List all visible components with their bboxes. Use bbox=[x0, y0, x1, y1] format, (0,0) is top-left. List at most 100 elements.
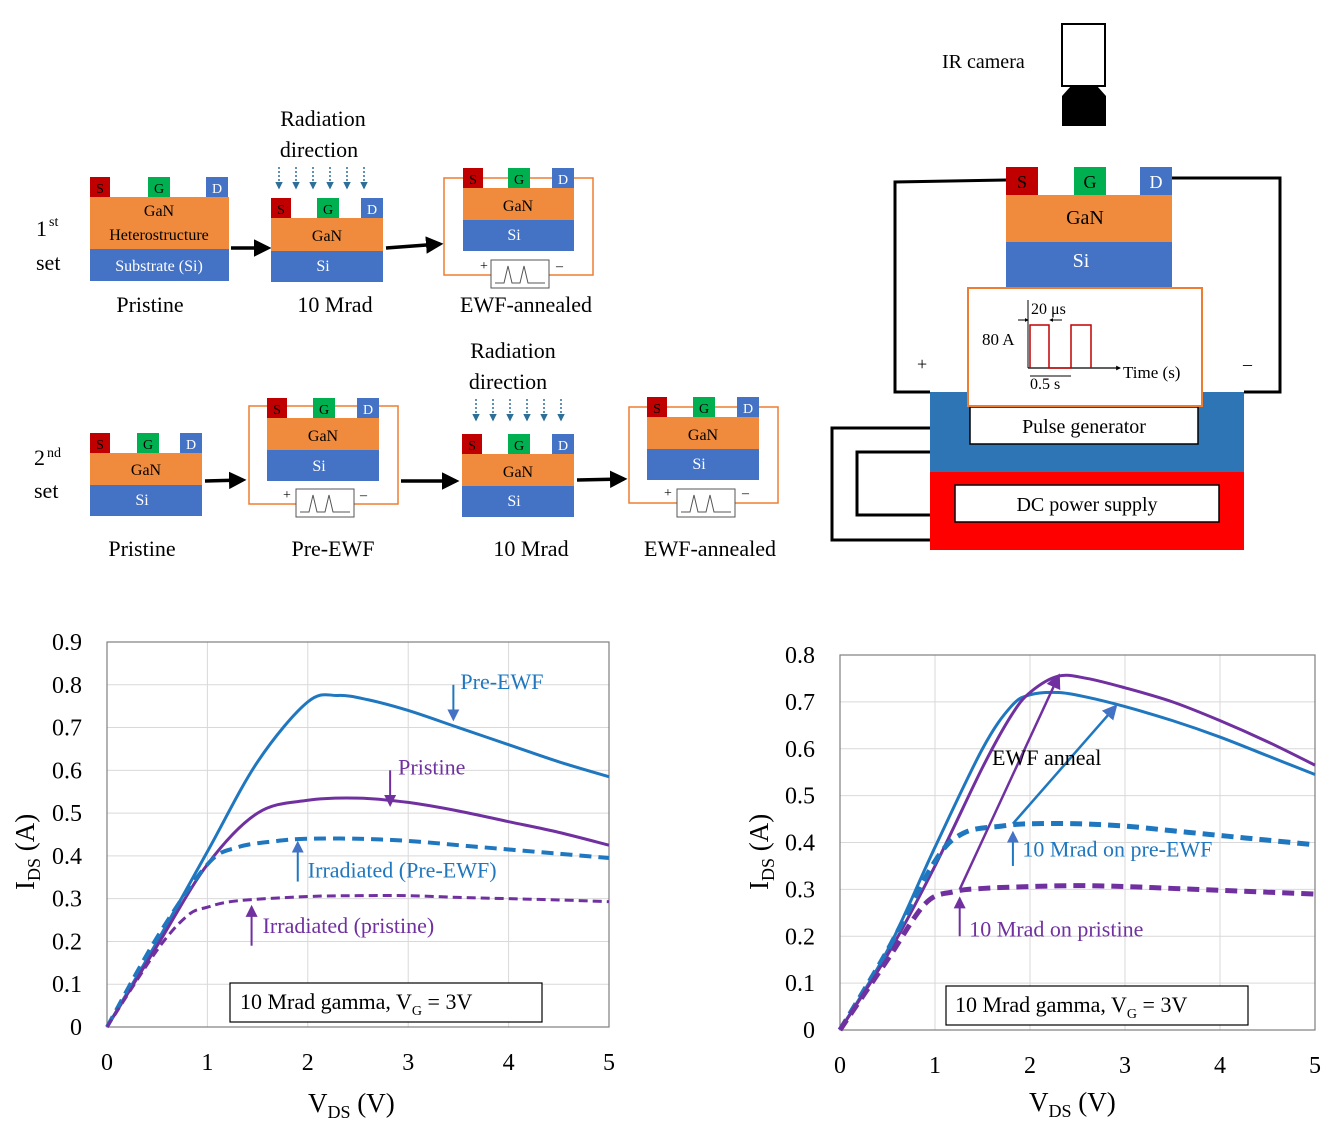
annotation-label: Pre-EWF bbox=[460, 669, 543, 694]
svg-text:10 Mrad gamma, VG = 3V: 10 Mrad gamma, VG = 3V bbox=[955, 992, 1187, 1022]
chart-right-annotations: EWF anneal 10 Mrad on pre-EWF 10 Mrad on p… bbox=[953, 673, 1212, 941]
set1-label-word: set bbox=[36, 250, 60, 275]
si-label: Si bbox=[507, 227, 521, 244]
y-tick-label: 0.1 bbox=[52, 972, 82, 998]
drain-label: D bbox=[367, 203, 377, 218]
chart-left-series bbox=[105, 693, 610, 1028]
legend-box-main: 10 Mrad gamma, V bbox=[240, 989, 412, 1014]
set1-radiation-line1: Radiation bbox=[280, 106, 366, 131]
x-tick-label: 2 bbox=[302, 1050, 314, 1076]
set2-label-word: set bbox=[34, 478, 58, 503]
y-tick-label: 0.5 bbox=[785, 784, 815, 810]
pulse-width-label: 20 μs bbox=[1031, 301, 1066, 318]
y-tick-label: 0.6 bbox=[785, 737, 815, 763]
annotation-label: 10 Mrad on pristine bbox=[969, 916, 1143, 941]
chart-left-grid bbox=[106, 641, 610, 1028]
set2-pristine-caption: Pristine bbox=[108, 536, 175, 561]
setup-drain-label: D bbox=[1150, 172, 1163, 192]
setup-plus: + bbox=[917, 354, 927, 374]
anneal-arrow-1 bbox=[1011, 704, 1118, 825]
set2-device-pre-ewf: S G D GaN Si + – bbox=[248, 398, 399, 518]
chart-right: 0 0.1 0.2 0.3 0.4 0.5 0.6 0.7 0.8 0 1 2 3 4 5 EWF ann… bbox=[744, 643, 1321, 1121]
chart-right-x-label: VDS (V) bbox=[1029, 1087, 1116, 1121]
set2-radiation-arrows bbox=[472, 399, 565, 422]
set1-arrow-2 bbox=[385, 236, 444, 254]
y-tick-label: 0.9 bbox=[52, 630, 82, 656]
drain-label: D bbox=[558, 173, 568, 188]
set1-device-ewf: S G D GaN Si + – bbox=[443, 168, 594, 289]
chart-right-x-ticks: 0 1 2 3 4 5 bbox=[834, 1053, 1321, 1079]
x-label-main: V bbox=[308, 1088, 328, 1118]
chart-right-y-ticks: 0 0.1 0.2 0.3 0.4 0.5 0.6 0.7 0.8 bbox=[785, 643, 815, 1044]
set1-radiation-line2: direction bbox=[280, 137, 358, 162]
period-label: 0.5 s bbox=[1030, 376, 1060, 393]
chart-right-plot-area bbox=[839, 654, 1316, 1031]
drain-label: D bbox=[186, 438, 196, 453]
set1-pristine-caption: Pristine bbox=[116, 292, 183, 317]
set2-10mrad-caption: 10 Mrad bbox=[493, 536, 568, 561]
drain-label: D bbox=[212, 182, 222, 197]
set2-label-num: 2 bbox=[34, 445, 45, 470]
y-label-main: I bbox=[10, 881, 40, 890]
annotation-label: Irradiated (Pre-EWF) bbox=[308, 857, 497, 882]
series-line-3 bbox=[105, 894, 610, 1028]
x-label-unit: (V) bbox=[1072, 1087, 1116, 1117]
y-label-main: I bbox=[744, 881, 774, 890]
annotation-label: Irradiated (pristine) bbox=[263, 913, 435, 938]
y-label-unit: (A) bbox=[744, 814, 774, 858]
plus-sign: + bbox=[664, 486, 672, 501]
y-tick-label: 0.5 bbox=[52, 801, 82, 827]
x-tick-label: 0 bbox=[834, 1053, 846, 1079]
chart-right-y-label: IDS (A) bbox=[744, 814, 778, 890]
y-tick-label: 0 bbox=[70, 1015, 82, 1041]
drain-label: D bbox=[363, 403, 373, 418]
set2-row: 2 nd set S G D GaN Si Pristine S G D bbox=[34, 338, 779, 561]
set2-radiation-line2: direction bbox=[469, 369, 547, 394]
set1-label-sup: st bbox=[49, 215, 58, 230]
ir-camera-label: IR camera bbox=[942, 51, 1025, 73]
legend-box-tail: = 3V bbox=[1137, 992, 1187, 1017]
set2-device-ewf: S G D GaN Si + – bbox=[628, 397, 779, 518]
chart-left-plot-area bbox=[106, 641, 610, 1028]
y-tick-label: 0.2 bbox=[785, 924, 815, 950]
minus-sign: – bbox=[741, 486, 750, 501]
x-tick-label: 3 bbox=[1119, 1053, 1131, 1079]
y-tick-label: 0.4 bbox=[52, 844, 82, 870]
gate-label: G bbox=[154, 182, 164, 197]
y-tick-label: 0.8 bbox=[785, 643, 815, 669]
y-tick-label: 0.3 bbox=[785, 877, 815, 903]
si-label: Si bbox=[316, 258, 330, 275]
set2-device-10mrad: S G D GaN Si bbox=[462, 434, 574, 517]
gate-label: G bbox=[319, 403, 329, 418]
si-label: Si bbox=[692, 456, 706, 473]
minus-sign: – bbox=[555, 259, 564, 274]
series-line-2 bbox=[837, 820, 1316, 1032]
substrate-label: Substrate (Si) bbox=[115, 258, 203, 275]
set2-radiation-line1: Radiation bbox=[470, 338, 556, 363]
y-tick-label: 0.4 bbox=[785, 831, 815, 857]
chart-right-legend-box: 10 Mrad gamma, VG = 3V bbox=[945, 985, 1249, 1026]
series-line-2 bbox=[105, 836, 610, 1028]
pulse-waveform bbox=[1029, 324, 1092, 369]
y-tick-label: 0 bbox=[803, 1018, 815, 1044]
chart-left-annotations: Pre-EWF Pristine Irradiated (Pre-EWF) Irrad… bbox=[245, 669, 544, 946]
source-label: S bbox=[653, 402, 661, 417]
setup-si-label: Si bbox=[1073, 250, 1090, 272]
y-tick-label: 0.6 bbox=[52, 758, 82, 784]
set1-radiation-arrows bbox=[275, 167, 368, 190]
series-line-3 bbox=[837, 883, 1316, 1032]
si-label: Si bbox=[507, 493, 521, 510]
gan-hetero-line2: Heterostructure bbox=[109, 227, 209, 244]
anneal-arrow-0 bbox=[958, 673, 1061, 890]
set1-10mrad-caption: 10 Mrad bbox=[297, 292, 372, 317]
x-tick-label: 1 bbox=[201, 1050, 213, 1076]
gate-label: G bbox=[143, 438, 153, 453]
gan-label: GaN bbox=[312, 228, 343, 245]
x-label-unit: (V) bbox=[351, 1088, 395, 1118]
source-label: S bbox=[273, 403, 281, 418]
time-axis-label: Time (s) bbox=[1123, 363, 1180, 382]
x-label-sub: DS bbox=[1049, 1101, 1072, 1121]
chart-left-x-label: VDS (V) bbox=[308, 1088, 395, 1122]
gan-label: GaN bbox=[131, 462, 162, 479]
x-tick-label: 2 bbox=[1024, 1053, 1036, 1079]
